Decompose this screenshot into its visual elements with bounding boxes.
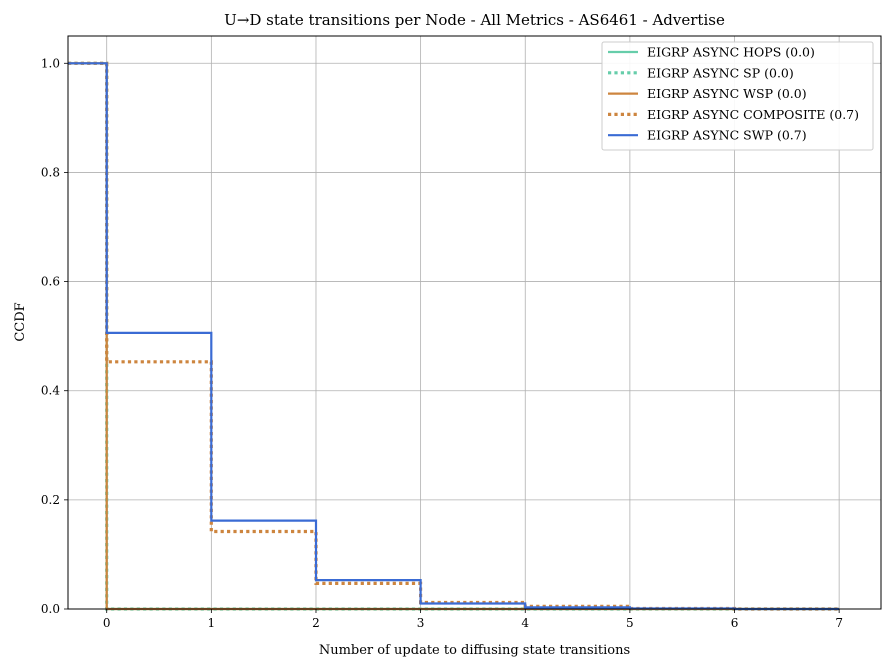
legend-label: EIGRP ASYNC WSP (0.0) [647,86,807,101]
y-tick-label: 0.6 [41,275,60,289]
axis-ticks: 0 1 2 3 4 5 6 7 0.0 0.2 0.4 0.6 0.8 1.0 [41,56,843,630]
x-tick-label: 6 [731,616,739,630]
x-tick-label: 2 [312,616,320,630]
x-tick-label: 7 [835,616,843,630]
x-tick-label: 1 [208,616,216,630]
legend-label: EIGRP ASYNC SP (0.0) [647,65,794,80]
y-tick-label: 0.4 [41,384,60,398]
legend: EIGRP ASYNC HOPS (0.0) EIGRP ASYNC SP (0.… [601,41,874,151]
y-tick-label: 0.0 [41,602,60,616]
legend-label: EIGRP ASYNC SWP (0.7) [647,128,807,143]
y-tick-label: 0.2 [41,493,60,507]
x-tick-label: 0 [103,616,111,630]
plot-frame [67,35,882,610]
y-tick-label: 1.0 [41,56,60,70]
x-tick-label: 3 [417,616,425,630]
x-axis-label: Number of update to diffusing state tran… [319,643,630,658]
legend-box [601,41,874,151]
y-axis-label: CCDF [13,302,28,341]
legend-label: EIGRP ASYNC COMPOSITE (0.7) [647,107,859,122]
x-tick-label: 5 [626,616,634,630]
legend-label: EIGRP ASYNC HOPS (0.0) [647,45,815,60]
y-tick-label: 0.8 [41,165,60,179]
chart-title: U→D state transitions per Node - All Met… [224,11,725,29]
x-tick-label: 4 [521,616,529,630]
